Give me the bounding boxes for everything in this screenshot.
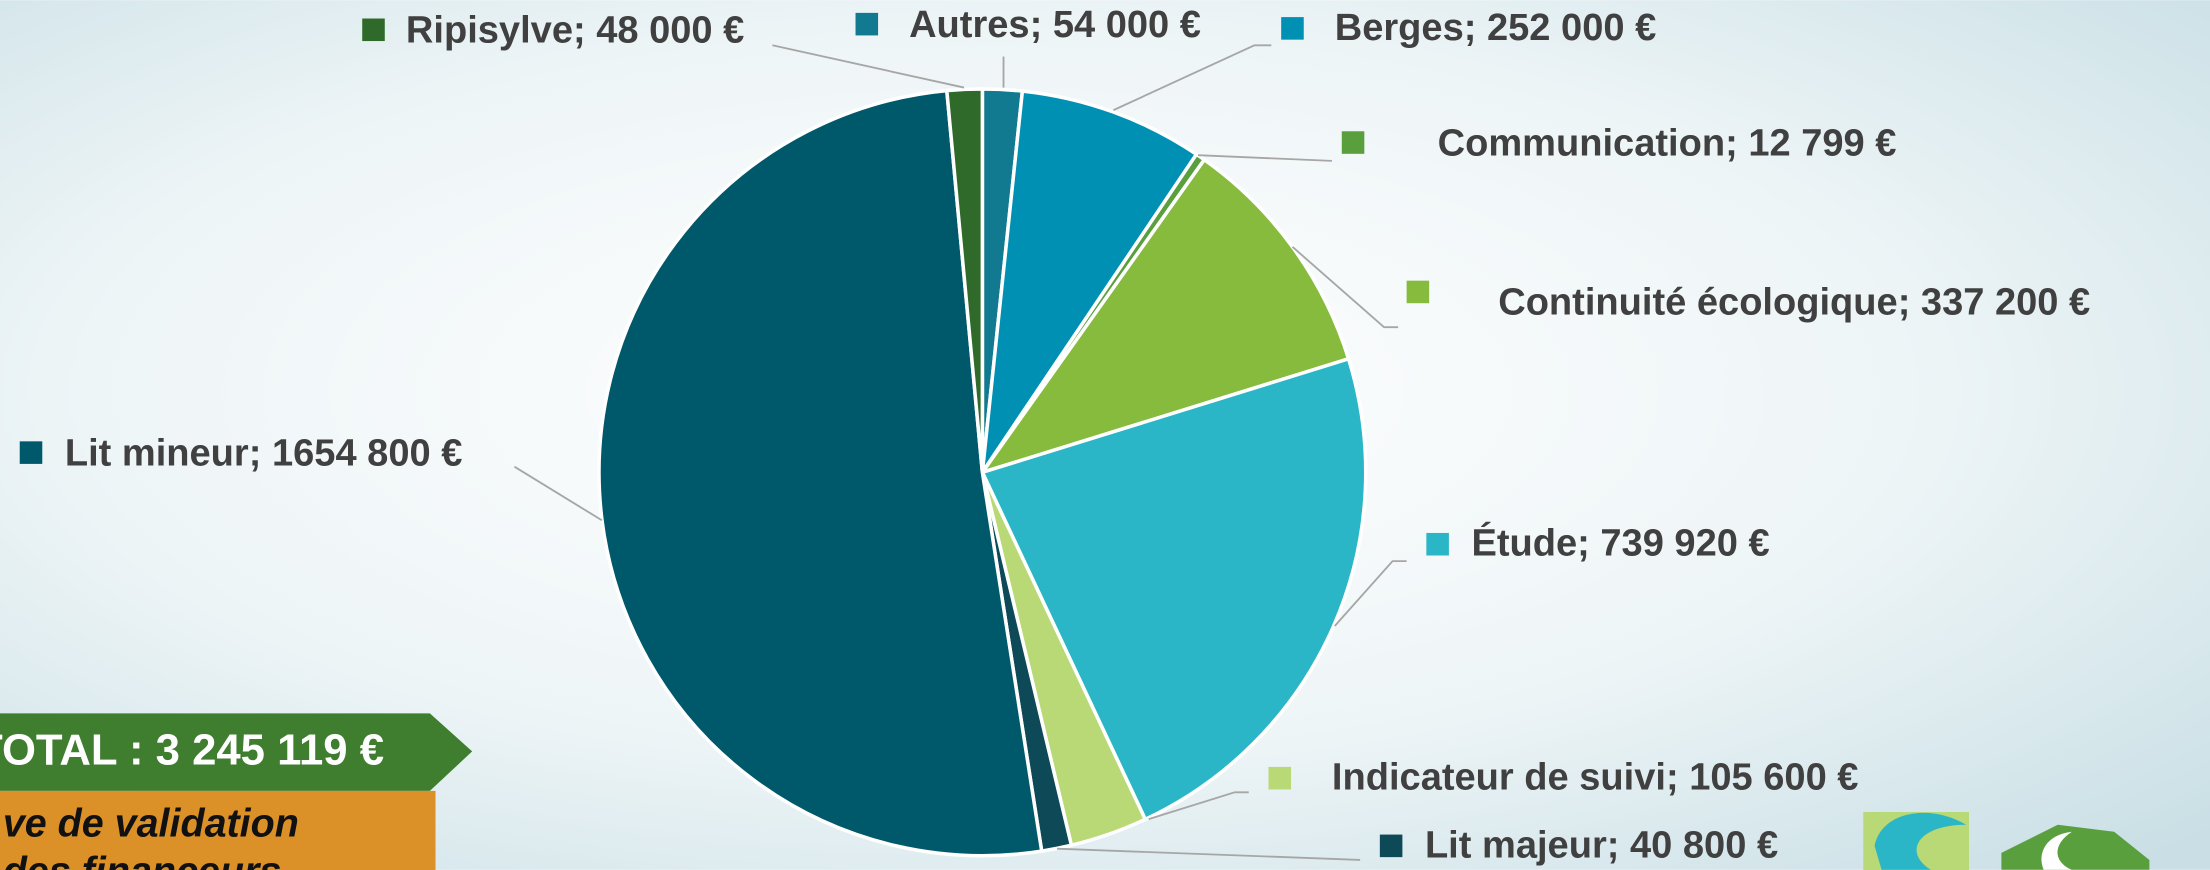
note-line: ve de validation xyxy=(3,802,299,846)
leader-line xyxy=(772,44,965,89)
data-label: Indicateur de suivi; 105 600 € xyxy=(1332,757,1859,799)
total-text: TOTAL : 3 245 119 € xyxy=(0,725,384,774)
leader-line xyxy=(1057,847,1361,861)
data-label: Lit majeur; 40 800 € xyxy=(1425,824,1778,866)
note-box xyxy=(0,790,436,870)
note-line: des financeurs xyxy=(3,849,281,870)
pie xyxy=(597,87,1368,858)
pie-slice xyxy=(979,356,1368,822)
pie-slice xyxy=(980,89,1199,474)
leader-line xyxy=(1291,246,1399,329)
legend-swatch xyxy=(1281,17,1304,40)
data-label: Continuité écologique; 337 200 € xyxy=(1498,282,2090,324)
legend-swatch xyxy=(855,12,879,36)
logo xyxy=(1863,812,2150,870)
legend-swatch xyxy=(19,441,43,464)
data-label: Ripisylve; 48 000 € xyxy=(406,10,744,52)
legend-swatch xyxy=(1341,131,1365,154)
legend-swatch xyxy=(1379,834,1403,858)
leader-line xyxy=(1148,791,1249,820)
legend-swatch xyxy=(1268,766,1292,790)
legend-swatch xyxy=(1406,280,1430,304)
data-label: Berges; 252 000 € xyxy=(1335,7,1657,49)
leader-line xyxy=(1113,44,1272,111)
data-label: Communication; 12 799 € xyxy=(1438,122,1897,164)
leader-line xyxy=(1334,560,1407,627)
leader-line xyxy=(513,465,603,522)
leader-line xyxy=(1197,154,1332,162)
data-label: Lit mineur; 1654 800 € xyxy=(65,432,463,474)
data-label: Étude; 739 920 € xyxy=(1471,521,1769,565)
legend-swatch xyxy=(362,18,385,42)
data-label: Autres; 54 000 € xyxy=(909,4,1201,46)
total-banner xyxy=(0,713,473,791)
legend-swatch xyxy=(1426,532,1449,556)
pie-slice xyxy=(944,87,985,473)
